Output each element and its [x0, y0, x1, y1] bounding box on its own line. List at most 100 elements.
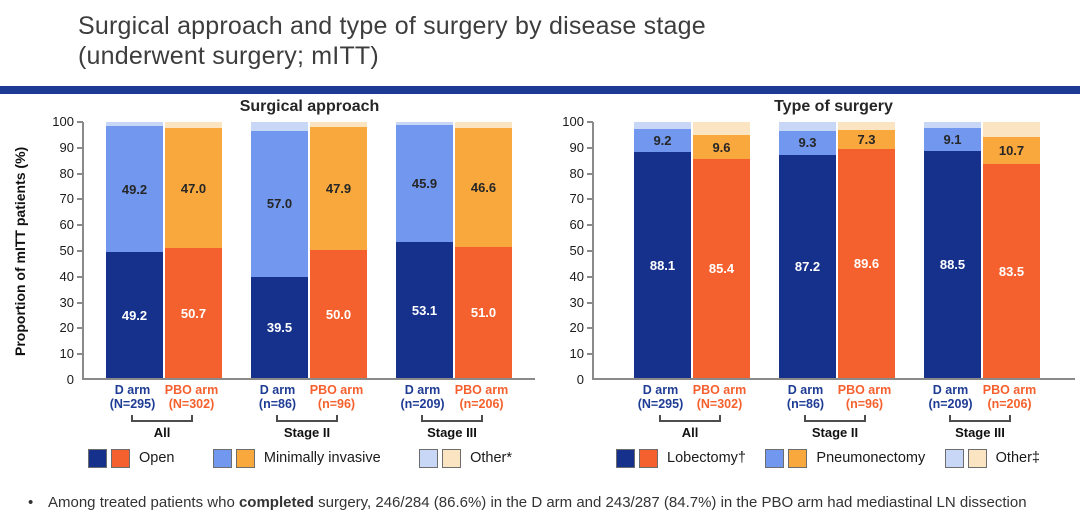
- y-tick-mark: [587, 146, 593, 149]
- legend-swatch-d-arm: [616, 448, 635, 468]
- bar-group: 57.0 39.5 47.9 50.0: [251, 122, 367, 378]
- segment-value-label: 47.9: [325, 181, 352, 197]
- segment-value-label: 50.7: [180, 305, 207, 321]
- y-tick-mark: [77, 121, 83, 123]
- bar-segment: [251, 122, 308, 131]
- y-tick-label: 50: [569, 243, 584, 258]
- bar-group: 9.3 87.2 7.3 89.6: [779, 122, 895, 378]
- arm-name: PBO arm: [837, 383, 892, 397]
- stacked-bar: 57.0 39.5: [251, 122, 308, 378]
- legend-label: Minimally invasive: [263, 450, 381, 467]
- arm-label: D arm (n=86): [249, 383, 306, 412]
- bar-segment: 10.7: [983, 136, 1040, 165]
- y-tick-mark: [587, 275, 593, 278]
- bar-segment: [634, 122, 691, 129]
- chart-title: Type of surgery: [774, 98, 893, 115]
- arm-n: (N=295): [109, 397, 156, 412]
- stacked-bar: 47.9 50.0: [310, 122, 367, 378]
- segment-value-label: 9.1: [943, 132, 962, 148]
- bar-group: 9.2 88.1 9.6 85.4: [634, 122, 750, 378]
- y-tick-mark: [77, 146, 83, 149]
- group-bracket: [131, 414, 193, 422]
- arm-label: PBO arm (N=302): [163, 383, 220, 412]
- arm-name: PBO arm: [692, 383, 747, 397]
- arm-label: D arm (n=209): [922, 383, 979, 412]
- stacked-bar: 46.6 51.0: [455, 122, 512, 378]
- legend-swatch-pbo-arm: [111, 448, 130, 468]
- y-tick-label: 0: [576, 372, 584, 387]
- segment-value-label: 45.9: [411, 175, 438, 191]
- segment-value-label: 85.4: [708, 261, 735, 277]
- legend-swatch-d-arm: [88, 448, 107, 468]
- arm-label: PBO arm (n=206): [981, 383, 1038, 412]
- y-tick-label: 30: [59, 294, 74, 310]
- y-axis-title: Proportion of mITT patients (%): [12, 146, 28, 356]
- charts-row: Surgical approach Proportion of mITT pat…: [0, 96, 1080, 468]
- arm-labels: D arm (n=86) PBO arm (n=96): [777, 383, 893, 412]
- bar-segment: 9.6: [693, 134, 750, 160]
- chart-title: Surgical approach: [239, 98, 380, 115]
- legend-swatch-d-arm: [419, 448, 439, 468]
- bar-segment: 87.2: [779, 154, 836, 378]
- y-tick-mark: [587, 327, 593, 330]
- arm-name: PBO arm: [454, 383, 509, 397]
- arm-labels: D arm (N=295) PBO arm (N=302): [632, 383, 748, 412]
- y-tick-mark: [77, 327, 83, 330]
- legend-label: Open: [139, 450, 175, 467]
- y-tick-label: 80: [569, 165, 584, 181]
- arm-n: (n=209): [400, 397, 445, 412]
- arm-label: PBO arm (n=96): [836, 383, 893, 412]
- x-axis-group: D arm (N=295) PBO arm (N=302) All: [104, 383, 220, 440]
- legend-swatch-pbo-arm: [639, 448, 658, 468]
- y-tick-label: 40: [59, 268, 74, 284]
- bar-segment: 9.2: [634, 128, 691, 153]
- arm-label: D arm (N=295): [104, 383, 161, 412]
- y-tick-mark: [587, 172, 593, 175]
- legend-item: Open: [88, 448, 175, 468]
- bar-segment: 50.0: [310, 250, 367, 378]
- arm-labels: D arm (n=209) PBO arm (n=206): [394, 383, 510, 412]
- y-tick-label: 70: [59, 191, 74, 207]
- stacked-bar: 7.3 89.6: [838, 122, 895, 378]
- y-tick-label: 90: [59, 139, 74, 155]
- y-tick-label: 30: [569, 294, 584, 310]
- bar-segment: [983, 122, 1040, 137]
- bar-segment: 9.3: [779, 130, 836, 155]
- segment-value-label: 7.3: [857, 131, 876, 147]
- group-bracket: [949, 414, 1011, 422]
- bar-segment: 85.4: [693, 159, 750, 378]
- title-divider-bar: [0, 86, 1080, 94]
- legend-item: Lobectomy†: [616, 448, 746, 468]
- legend: Open Minimally invasive Other*: [88, 448, 512, 468]
- x-axis-labels: D arm (N=295) PBO arm (N=302) All D arm (n=86)…: [0, 383, 540, 440]
- y-tick-label: 10: [59, 346, 74, 362]
- chart-type-of-surgery: Type of surgery 0 10 20 30 40 50 60 70 80 90 100 9…: [540, 96, 1080, 468]
- segment-value-label: 9.6: [712, 139, 731, 155]
- y-tick-label: 10: [569, 346, 584, 362]
- bullet-glyph: •: [28, 494, 34, 511]
- arm-n: (N=295): [637, 397, 684, 412]
- y-tick-mark: [587, 198, 593, 201]
- legend-item: Minimally invasive: [212, 448, 381, 468]
- chart-surgical-approach: Surgical approach Proportion of mITT pat…: [0, 96, 540, 468]
- segment-value-label: 89.6: [853, 255, 880, 271]
- stacked-bar: 49.2 49.2: [106, 122, 163, 378]
- y-tick-mark: [77, 301, 83, 304]
- x-axis-group: D arm (N=295) PBO arm (N=302) All: [632, 383, 748, 440]
- segment-value-label: 46.6: [470, 180, 497, 196]
- bar-segment: 50.7: [165, 248, 222, 378]
- segment-value-label: 88.1: [649, 257, 676, 273]
- segment-value-label: 39.5: [266, 319, 293, 335]
- bar-segment: 46.6: [455, 128, 512, 248]
- legend-item: Pneumonectomy: [765, 448, 925, 468]
- bar-segment: 51.0: [455, 247, 512, 378]
- bar-group: 49.2 49.2 47.0 50.7: [106, 122, 222, 378]
- page-title: Surgical approach and type of surgery by…: [78, 12, 706, 71]
- bar-group: 45.9 53.1 46.6 51.0: [396, 122, 512, 378]
- arm-n: (n=86): [258, 397, 297, 412]
- y-tick-mark: [587, 301, 593, 304]
- arm-labels: D arm (N=295) PBO arm (N=302): [104, 383, 220, 412]
- x-axis-labels: D arm (N=295) PBO arm (N=302) All D arm (n=86)…: [540, 383, 1080, 440]
- bar-segment: 88.5: [924, 151, 981, 378]
